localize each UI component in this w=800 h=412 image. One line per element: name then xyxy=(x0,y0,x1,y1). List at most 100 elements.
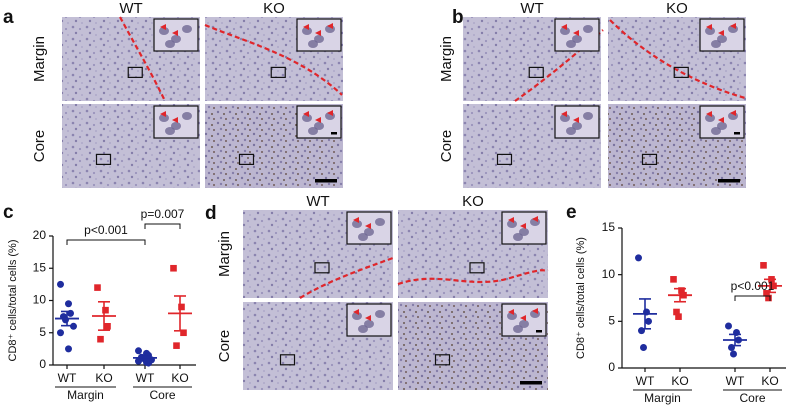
inset-cell xyxy=(308,40,318,48)
row-label: Core xyxy=(438,130,455,163)
data-point xyxy=(70,322,77,330)
x-tick-label: WT xyxy=(726,374,745,388)
data-point xyxy=(178,303,185,311)
y-tick-label: 0 xyxy=(39,357,46,371)
inset-arrow xyxy=(730,23,736,29)
row-label: Margin xyxy=(31,36,48,82)
scale-bar xyxy=(520,381,542,385)
inset-cell xyxy=(711,127,721,135)
region-box xyxy=(496,153,513,165)
group-label: Margin xyxy=(67,388,104,402)
inset-scale-bar xyxy=(331,132,337,135)
inset-cell xyxy=(302,114,312,122)
scale-bar xyxy=(718,179,740,183)
region-box xyxy=(641,153,658,165)
inset-arrow xyxy=(172,30,178,36)
inset-arrow xyxy=(718,117,724,123)
inset-cell xyxy=(583,112,593,120)
region-box xyxy=(95,153,112,165)
x-tick-label: WT xyxy=(136,371,155,385)
inset-arrow xyxy=(365,315,371,321)
inset-cell xyxy=(507,312,517,320)
y-tick-label: 5 xyxy=(39,325,46,339)
inset-arrow xyxy=(561,111,567,117)
inset-cell xyxy=(572,122,582,130)
inset-cell xyxy=(711,40,721,48)
inset-cell xyxy=(182,112,192,120)
data-point xyxy=(57,280,64,288)
inset-cell xyxy=(717,122,727,130)
margin-boundary xyxy=(609,19,746,100)
inset-cell xyxy=(302,27,312,35)
inset-arrow xyxy=(160,24,166,30)
y-axis-label: CD8⁺ cells/total cells (%) xyxy=(575,237,587,359)
panel-label: c xyxy=(3,202,14,223)
inset-cell xyxy=(182,25,192,33)
data-point xyxy=(635,254,642,262)
inset-arrow xyxy=(315,117,321,123)
y-tick-label: 0 xyxy=(608,360,615,374)
data-point xyxy=(104,323,111,330)
inset-scale-bar xyxy=(734,132,740,135)
group-label: Core xyxy=(149,388,175,402)
inset-arrow xyxy=(573,117,579,123)
panel-label: e xyxy=(566,202,577,223)
inset-arrow xyxy=(520,315,526,321)
x-tick-label: WT xyxy=(58,371,77,385)
data-point xyxy=(763,290,770,297)
inset-cell xyxy=(566,127,576,135)
y-tick-label: 10 xyxy=(602,267,616,281)
x-tick-label: KO xyxy=(671,374,688,388)
inset-cell xyxy=(513,233,523,241)
data-point xyxy=(170,264,177,272)
y-axis-label: CD8⁺ cells/total cells (%) xyxy=(7,240,19,362)
group-label: Margin xyxy=(644,391,681,405)
x-tick-label: KO xyxy=(761,374,778,388)
inset-arrow xyxy=(365,223,371,229)
inset-cell xyxy=(358,233,368,241)
inset-arrow xyxy=(327,23,333,29)
region-box xyxy=(673,66,689,79)
inset-arrow xyxy=(730,110,736,116)
inset-arrow xyxy=(561,24,567,30)
inset-cell xyxy=(352,220,362,228)
panel-label: a xyxy=(3,7,14,28)
y-tick-label: 20 xyxy=(33,228,47,242)
region-box xyxy=(434,354,451,366)
inset-arrow xyxy=(508,309,514,315)
inset-cell xyxy=(375,310,385,318)
data-point xyxy=(62,316,69,324)
data-point xyxy=(145,359,152,367)
panel-label: d xyxy=(205,203,217,224)
inset-cell xyxy=(171,122,181,130)
region-box xyxy=(469,262,485,274)
y-tick-label: 10 xyxy=(33,293,47,307)
inset-arrow xyxy=(706,24,712,30)
data-point xyxy=(640,343,647,351)
data-point xyxy=(180,329,187,337)
data-point xyxy=(65,345,72,353)
data-point xyxy=(135,347,142,355)
inset-arrow xyxy=(172,117,178,123)
x-tick-label: WT xyxy=(636,374,655,388)
inset-cell xyxy=(314,35,324,43)
data-point xyxy=(725,322,732,330)
inset-arrow xyxy=(573,30,579,36)
inset-arrow xyxy=(532,308,538,314)
inset-cell xyxy=(314,122,324,130)
inset-cell xyxy=(159,114,169,122)
inset xyxy=(346,303,392,337)
row-label: Core xyxy=(31,130,48,163)
inset-arrow xyxy=(315,30,321,36)
p-value: p=0.007 xyxy=(141,207,185,221)
inset-arrow xyxy=(706,111,712,117)
inset-cell xyxy=(364,228,374,236)
region-box xyxy=(238,153,255,165)
inset-cell xyxy=(159,27,169,35)
row-label: Margin xyxy=(216,231,233,277)
region-box xyxy=(127,66,143,79)
x-tick-label: KO xyxy=(95,371,112,385)
inset-cell xyxy=(519,228,529,236)
inset-cell xyxy=(572,35,582,43)
data-point xyxy=(730,350,737,358)
